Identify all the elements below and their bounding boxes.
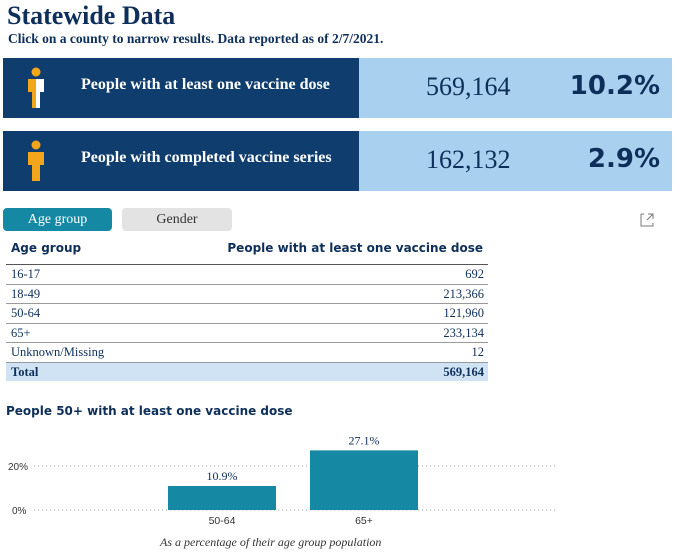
person-half-filled-icon [28,67,44,108]
card-count: 569,164 [426,72,511,101]
chart-title: People 50+ with at least one vaccine dos… [6,404,293,418]
row-group: 16-17 [11,267,41,281]
row-value: 233,134 [443,325,484,340]
row-group: Unknown/Missing [11,345,105,359]
person-filled-icon [28,140,44,181]
column-header-dose: People with at least one vaccine dose [227,241,483,255]
total-label: Total [11,364,39,379]
table-row: 65+ 233,134 [6,324,488,343]
page-title: Statewide Data [7,1,176,30]
card-completed-series: People with completed vaccine series 162… [3,131,672,191]
card-percent: 10.2% [569,71,660,101]
table-row: 16-17 692 [6,265,488,285]
expand-icon[interactable] [640,213,654,227]
category-label: 50-64 [209,515,236,527]
table-total-row: Total 569,164 [6,362,488,381]
row-value: 692 [465,267,484,281]
column-header-age-group: Age group [11,241,82,255]
card-percent: 2.9% [587,144,660,174]
table-row: Unknown/Missing 12 [6,343,488,363]
page-subtitle: Click on a county to narrow results. Dat… [8,31,384,46]
bar-50-64[interactable] [168,486,276,510]
table-header: Age group People with at least one vacci… [6,236,488,265]
card-label: People with completed vaccine series [81,149,332,166]
tab-age-group[interactable]: Age group [3,208,112,231]
row-group: 18-49 [11,286,41,301]
table-row: 18-49 213,366 [6,285,488,304]
chart-caption: As a percentage of their age group popul… [160,535,382,549]
total-value: 569,164 [443,364,484,379]
row-value: 12 [471,345,485,359]
bar-value-label: 10.9% [207,469,238,483]
card-label: People with at least one vaccine dose [81,76,330,93]
card-one-dose: People with at least one vaccine dose 56… [3,58,672,118]
row-group: 65+ [11,325,31,340]
row-group: 50-64 [11,306,41,320]
category-label: 65+ [355,515,373,527]
bar-65+[interactable] [310,450,418,510]
bar-value-label: 27.1% [349,433,380,447]
row-value: 213,366 [443,286,484,301]
card-count: 162,132 [426,145,511,174]
ytick-label: 20% [8,462,28,473]
row-value: 121,960 [443,306,484,320]
bar-chart: 20% 0% 10.9% 50-64 27.1% 65+ [8,433,555,527]
tab-gender[interactable]: Gender [122,208,232,231]
age-group-table: Age group People with at least one vacci… [6,236,488,381]
table-row: 50-64 121,960 [6,304,488,324]
ytick-label: 0% [12,506,27,517]
